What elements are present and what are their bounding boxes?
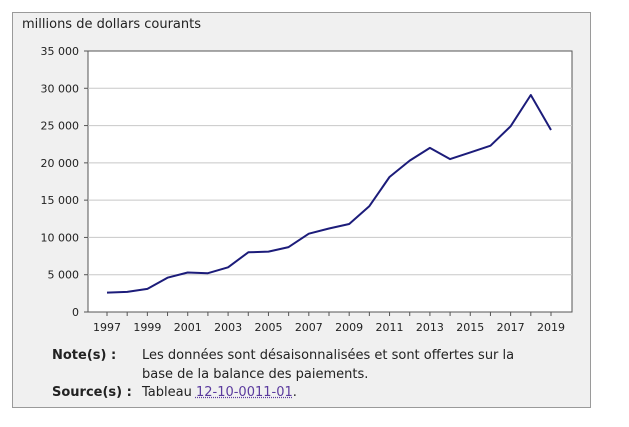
data-point — [469, 151, 472, 154]
x-tick-label: 2003 — [214, 321, 242, 334]
y-tick-label: 20 000 — [41, 157, 80, 170]
data-point — [328, 227, 331, 230]
data-point — [307, 232, 310, 235]
source-text: Tableau 12-10-0011-01. — [142, 383, 297, 402]
data-point — [428, 146, 431, 149]
x-tick-label: 1999 — [133, 321, 161, 334]
data-point — [489, 144, 492, 147]
data-point — [106, 291, 109, 294]
y-tick-label: 30 000 — [41, 82, 80, 95]
data-point — [166, 276, 169, 279]
x-tick-label: 2017 — [497, 321, 525, 334]
grid-lines — [88, 87, 572, 276]
data-point — [247, 251, 250, 254]
plot-area — [87, 50, 573, 313]
y-axis-unit-label: millions de dollars courants — [22, 17, 201, 32]
y-tick-label: 15 000 — [41, 194, 80, 207]
data-point — [529, 93, 532, 96]
x-tick-label: 2011 — [376, 321, 404, 334]
data-point — [368, 205, 371, 208]
y-tick-label: 5 000 — [48, 269, 80, 282]
x-tick-label: 2013 — [416, 321, 444, 334]
data-point — [206, 272, 209, 275]
x-tick-label: 2001 — [174, 321, 202, 334]
data-point — [287, 246, 290, 249]
source-suffix: . — [292, 385, 297, 400]
note-line-1: Les données sont désaisonnalisées et son… — [142, 348, 515, 363]
source-table-link[interactable]: 12-10-0011-01 — [195, 385, 293, 400]
x-tick-label: 2009 — [335, 321, 363, 334]
data-point — [388, 176, 391, 179]
data-point — [408, 159, 411, 162]
y-tick-labels: 0 5 000 10 000 15 000 20 000 25 000 30 000 35 0… — [41, 45, 88, 319]
x-tick-label: 2015 — [456, 321, 484, 334]
note-label: Note(s) : — [52, 348, 117, 363]
y-tick-label: 0 — [72, 306, 79, 319]
x-tick-label: 2007 — [295, 321, 323, 334]
y-tick-label: 10 000 — [41, 231, 80, 244]
x-tick-label: 1997 — [93, 321, 121, 334]
data-point — [267, 250, 270, 253]
data-point — [126, 290, 129, 293]
series-line — [106, 94, 552, 294]
data-point — [509, 125, 512, 128]
source-label: Source(s) : — [52, 385, 132, 400]
note-line-2: base de la balance des paiements. — [142, 367, 369, 382]
y-tick-label: 25 000 — [41, 120, 80, 133]
data-point — [449, 158, 452, 161]
x-tick-label: 2019 — [537, 321, 565, 334]
y-tick-label: 35 000 — [41, 45, 80, 58]
data-point — [146, 287, 149, 290]
source-prefix: Tableau — [142, 385, 196, 400]
x-tick-label: 2005 — [254, 321, 282, 334]
data-point — [550, 129, 553, 132]
data-point — [227, 266, 230, 269]
x-tick-labels: 1997 1999 2001 2003 2005 2007 2009 2011 2013 2015… — [93, 312, 565, 334]
data-point — [348, 223, 351, 226]
data-point — [186, 271, 189, 274]
